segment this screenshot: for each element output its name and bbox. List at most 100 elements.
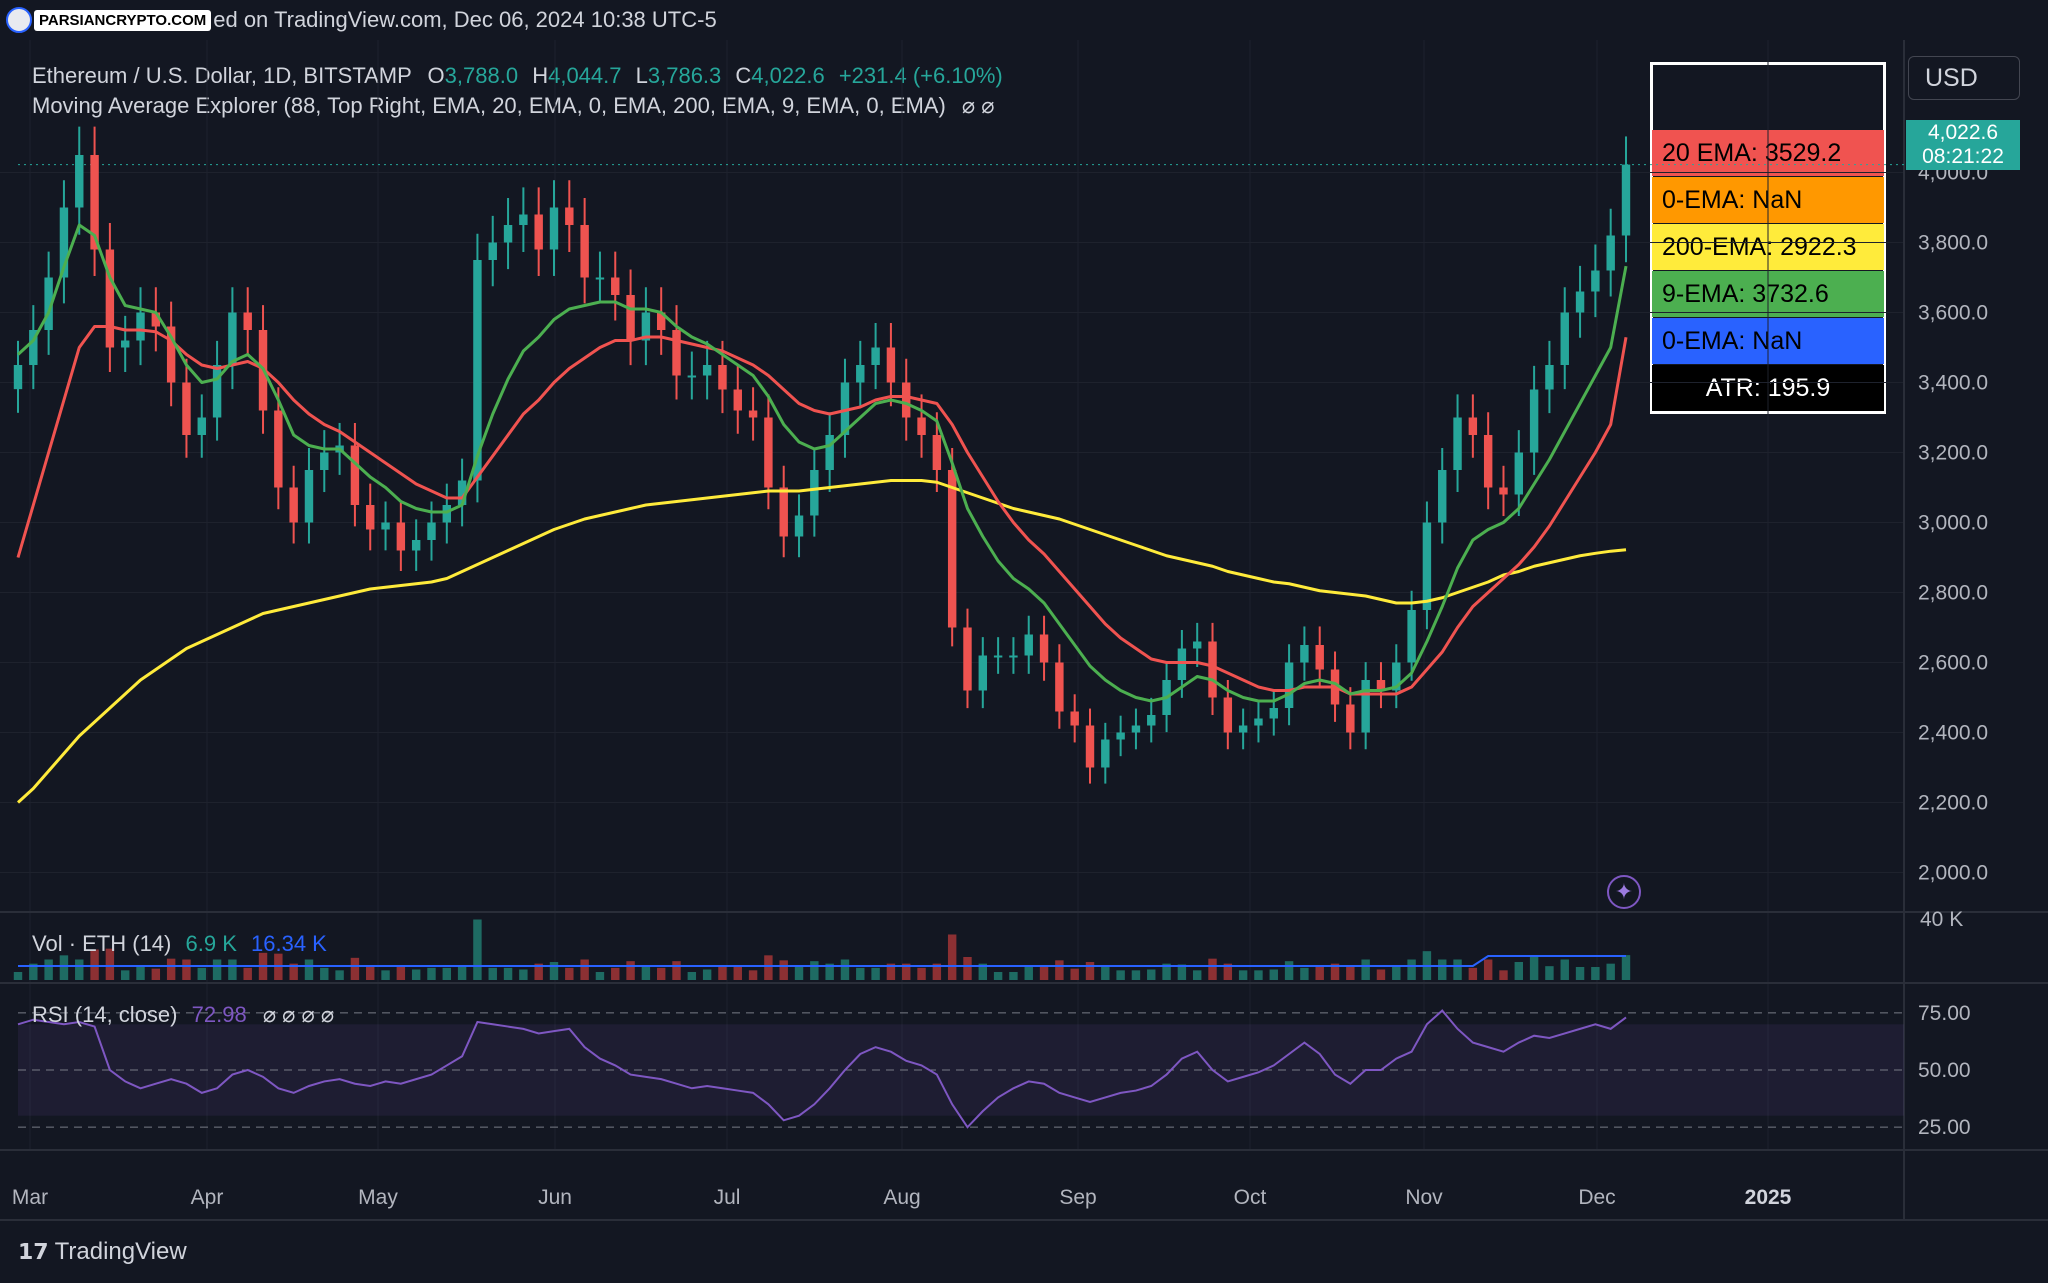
volume-bar <box>534 963 543 980</box>
ema200-line <box>16 479 1627 804</box>
volume-bar <box>1162 963 1171 980</box>
candle-body <box>1392 662 1401 691</box>
candle-body <box>350 445 360 505</box>
volume-bar <box>978 963 988 980</box>
replay-compass-icon[interactable]: ✦ <box>1607 875 1641 909</box>
candle-body <box>565 207 574 225</box>
candle-body <box>304 470 314 523</box>
y-tick-label: 3,800.0 <box>1918 232 1988 255</box>
volume-bar <box>1346 965 1355 980</box>
symbol-title[interactable]: Ethereum / U.S. Dollar, 1D, BITSTAMP <box>32 63 412 88</box>
volume-bar <box>1591 967 1600 980</box>
volume-bar <box>1453 959 1462 980</box>
candle-body <box>534 214 543 250</box>
volume-bar <box>1101 965 1110 980</box>
candle-body <box>856 365 865 383</box>
volume-bar <box>1468 967 1478 980</box>
candle-body <box>1407 610 1416 663</box>
rsi-icons[interactable]: ⌀ ⌀ ⌀ ⌀ <box>262 1002 335 1027</box>
candle-body <box>718 365 727 390</box>
volume-bar <box>1284 961 1294 980</box>
volume-bar <box>1606 963 1615 980</box>
volume-bar <box>886 963 896 980</box>
low-label: L <box>635 63 648 88</box>
volume-bar <box>166 958 176 980</box>
y-tick-label: 3,600.0 <box>1918 302 1988 325</box>
candle-body <box>656 312 666 330</box>
candle-body <box>1208 641 1217 698</box>
candle-body <box>748 410 758 418</box>
volume-bar <box>396 965 406 980</box>
candle-body <box>794 515 804 537</box>
volume-bar <box>1177 964 1187 980</box>
rsi-header: RSI (14, close) 72.98 ⌀ ⌀ ⌀ ⌀ <box>32 1002 334 1028</box>
candle-body <box>442 505 452 523</box>
candle-body <box>1315 645 1324 670</box>
indicator-icons[interactable]: ⌀ ⌀ <box>961 93 995 118</box>
candle-body <box>120 340 130 348</box>
indicator-title[interactable]: Moving Average Explorer (88, Top Right, … <box>32 93 946 118</box>
volume-bar <box>1254 970 1263 980</box>
volume-bar <box>320 967 329 980</box>
volume-bar <box>1300 967 1309 980</box>
volume-bar <box>810 961 819 980</box>
candle-body <box>519 214 528 225</box>
volume-bar <box>840 959 850 980</box>
volume-bar <box>611 967 620 980</box>
candle-body <box>1346 704 1355 733</box>
candle-body <box>702 365 712 376</box>
volume-bar <box>75 959 84 980</box>
candle-body <box>1223 697 1233 733</box>
candle-body <box>1376 680 1386 691</box>
candle-body <box>1483 435 1493 488</box>
candle-body <box>59 207 69 278</box>
volume-value-1: 6.9 K <box>185 931 237 956</box>
candle-body <box>1085 725 1095 768</box>
volume-bar <box>963 957 972 980</box>
last-price-label: 4,022.6 08:21:22 <box>1906 120 2020 170</box>
volume-bar <box>641 965 651 980</box>
candle-body <box>411 540 421 551</box>
volume-bar <box>656 967 666 980</box>
candle-body <box>1560 312 1569 365</box>
candle-body <box>871 347 880 365</box>
candle-body <box>840 382 850 435</box>
indicator-header: Moving Average Explorer (88, Top Right, … <box>32 93 995 119</box>
volume-bar <box>1361 959 1370 980</box>
grid <box>0 40 2048 1221</box>
volume-bar <box>90 949 99 980</box>
volume-bar <box>442 967 452 980</box>
volume-label[interactable]: Vol · ETH (14) <box>32 931 172 956</box>
volume-bar <box>304 959 314 980</box>
currency-selector[interactable]: USD <box>1908 56 2020 100</box>
rsi-value: 72.98 <box>191 1002 247 1027</box>
volume-bar <box>580 959 589 980</box>
candle-body <box>197 417 206 435</box>
rsi-tick-label: 75.00 <box>1918 1002 1971 1025</box>
volume-bar <box>29 963 38 980</box>
candle-body <box>13 365 23 390</box>
volume-bar <box>1483 959 1493 980</box>
x-tick-label: Sep <box>1059 1186 1096 1209</box>
volume-bar <box>748 970 758 980</box>
volume-bar <box>1529 957 1539 980</box>
volume-header: Vol · ETH (14) 6.9 K 16.34 K <box>32 931 327 957</box>
candle-body <box>1024 634 1033 656</box>
tradingview-brand[interactable]: TradingView <box>54 1238 187 1265</box>
volume-bar <box>136 965 145 980</box>
candle-body <box>1361 680 1370 733</box>
volume-bar <box>687 972 697 980</box>
volume-bar <box>672 961 681 980</box>
candle-body <box>1514 452 1524 495</box>
volume-bar <box>1575 967 1585 980</box>
candle-body <box>1254 718 1263 726</box>
volume-bar <box>779 960 788 980</box>
symbol-header: Ethereum / U.S. Dollar, 1D, BITSTAMP O3,… <box>32 63 1003 89</box>
volume-axis-label: 40 K <box>1920 908 1964 931</box>
rsi-background <box>17 1009 1904 1129</box>
volume-bar <box>427 967 436 980</box>
volume-bar <box>182 959 191 980</box>
volume-bar <box>1392 965 1401 980</box>
rsi-label[interactable]: RSI (14, close) <box>32 1002 178 1027</box>
